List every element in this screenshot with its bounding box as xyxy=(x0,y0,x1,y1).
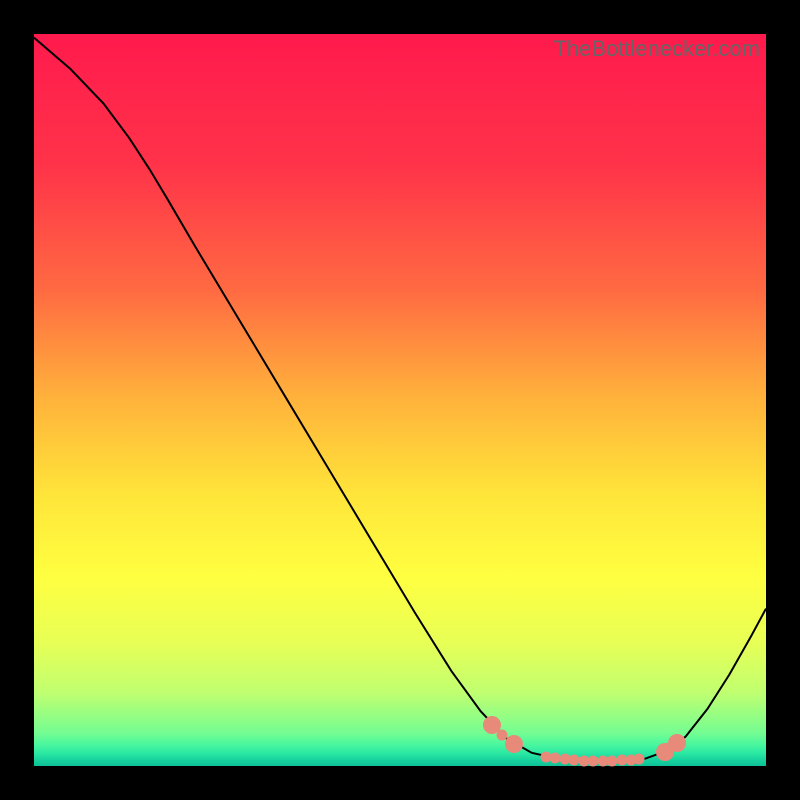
chart-root: TheBottlenecker.com xyxy=(0,0,800,800)
marker-layer xyxy=(34,34,766,766)
border-right xyxy=(766,0,800,800)
border-bottom xyxy=(0,766,800,800)
border-left xyxy=(0,0,34,800)
curve-marker xyxy=(634,753,645,764)
curve-marker xyxy=(505,735,523,753)
curve-marker xyxy=(668,734,686,752)
plot-area: TheBottlenecker.com xyxy=(34,34,766,766)
border-top xyxy=(0,0,800,34)
